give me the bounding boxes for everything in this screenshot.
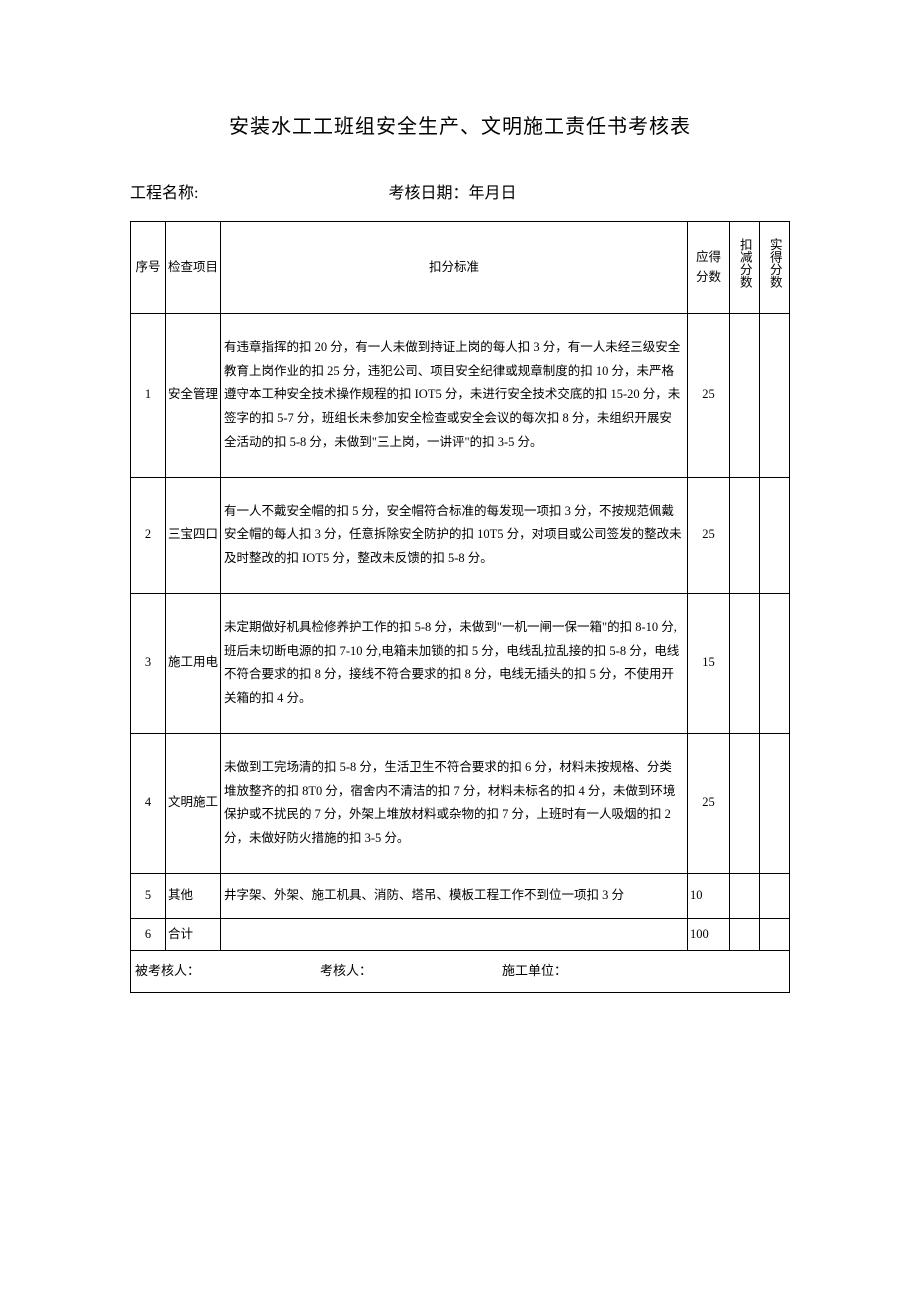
cell-deduct	[730, 918, 760, 951]
cell-score: 25	[688, 313, 730, 477]
cell-actual	[760, 477, 790, 593]
cell-criteria: 未定期做好机具检修养护工作的扣 5-8 分，未做到"一机一闸一保一箱"的扣 8-…	[221, 593, 688, 733]
project-name-label: 工程名称:	[130, 179, 198, 203]
cell-seq: 3	[131, 593, 166, 733]
table-row: 5 其他 井字架、外架、施工机具、消防、塔吊、模板工程工作不到位一项扣 3 分 …	[131, 873, 790, 918]
cell-score: 25	[688, 477, 730, 593]
cell-deduct	[730, 477, 760, 593]
cell-deduct	[730, 873, 760, 918]
cell-deduct	[730, 313, 760, 477]
construction-unit-label: 施工单位：	[502, 959, 567, 984]
cell-deduct	[730, 593, 760, 733]
table-row: 1 安全管理 有违章指挥的扣 20 分，有一人未做到持证上岗的每人扣 3 分，有…	[131, 313, 790, 477]
page-title: 安装水工工班组安全生产、文明施工责任书考核表	[130, 110, 790, 139]
cell-score: 10	[688, 873, 730, 918]
cell-item: 合计	[166, 918, 221, 951]
cell-item: 安全管理	[166, 313, 221, 477]
table-row: 2 三宝四口 有一人不戴安全帽的扣 5 分，安全帽符合标准的每发现一项扣 3 分…	[131, 477, 790, 593]
assessee-label: 被考核人：	[135, 959, 200, 984]
cell-item: 文明施工	[166, 733, 221, 873]
cell-item: 三宝四口	[166, 477, 221, 593]
cell-seq: 4	[131, 733, 166, 873]
cell-actual	[760, 313, 790, 477]
table-row: 4 文明施工 未做到工完场清的扣 5-8 分，生活卫生不符合要求的扣 6 分，材…	[131, 733, 790, 873]
cell-criteria: 有违章指挥的扣 20 分，有一人未做到持证上岗的每人扣 3 分，有一人未经三级安…	[221, 313, 688, 477]
header-score: 应得分数	[688, 222, 730, 314]
cell-actual	[760, 733, 790, 873]
subtitle-row: 工程名称: 考核日期：年月日	[130, 179, 790, 203]
cell-criteria: 有一人不戴安全帽的扣 5 分，安全帽符合标准的每发现一项扣 3 分，不按规范佩戴…	[221, 477, 688, 593]
cell-criteria: 未做到工完场清的扣 5-8 分，生活卫生不符合要求的扣 6 分，材料未按规格、分…	[221, 733, 688, 873]
cell-seq: 1	[131, 313, 166, 477]
cell-score: 25	[688, 733, 730, 873]
header-criteria: 扣分标准	[221, 222, 688, 314]
table-header-row: 序号 检查项目 扣分标准 应得分数 扣减分数 实得分数	[131, 222, 790, 314]
cell-actual	[760, 873, 790, 918]
cell-deduct	[730, 733, 760, 873]
cell-actual	[760, 593, 790, 733]
cell-score: 15	[688, 593, 730, 733]
table-footer-row: 被考核人： 考核人： 施工单位：	[131, 951, 790, 993]
cell-seq: 2	[131, 477, 166, 593]
assessment-table: 序号 检查项目 扣分标准 应得分数 扣减分数 实得分数 1 安全管理 有违章指挥…	[130, 221, 790, 993]
cell-criteria: 井字架、外架、施工机具、消防、塔吊、模板工程工作不到位一项扣 3 分	[221, 873, 688, 918]
header-deduct: 扣减分数	[730, 222, 760, 314]
assessment-date-label: 考核日期：年月日	[388, 179, 516, 203]
header-seq: 序号	[131, 222, 166, 314]
table-row: 3 施工用电 未定期做好机具检修养护工作的扣 5-8 分，未做到"一机一闸一保一…	[131, 593, 790, 733]
cell-seq: 5	[131, 873, 166, 918]
cell-criteria	[221, 918, 688, 951]
cell-score: 100	[688, 918, 730, 951]
table-row: 6 合计 100	[131, 918, 790, 951]
assessor-label: 考核人：	[320, 959, 372, 984]
header-actual: 实得分数	[760, 222, 790, 314]
header-item: 检查项目	[166, 222, 221, 314]
cell-item: 施工用电	[166, 593, 221, 733]
cell-actual	[760, 918, 790, 951]
cell-item: 其他	[166, 873, 221, 918]
footer-cell: 被考核人： 考核人： 施工单位：	[131, 951, 790, 993]
cell-seq: 6	[131, 918, 166, 951]
